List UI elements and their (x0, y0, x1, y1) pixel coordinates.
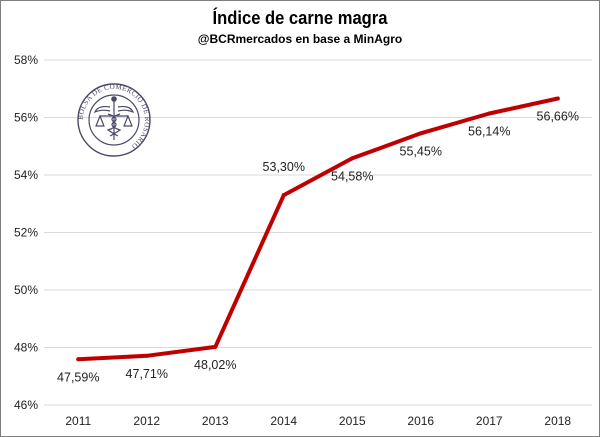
data-point (555, 96, 560, 101)
y-tick-label: 56% (14, 111, 38, 125)
y-tick-label: 50% (14, 283, 38, 297)
data-label: 53,30% (263, 160, 305, 174)
y-tick-label: 54% (14, 168, 38, 182)
data-label: 47,71% (126, 367, 168, 381)
data-label: 47,59% (57, 370, 99, 384)
chart-title: Índice de carne magra (212, 8, 388, 28)
x-axis-tick-labels: 2011 2012 2013 2014 2015 2016 2017 2018 (65, 414, 571, 428)
data-point (350, 156, 355, 161)
y-tick-label: 46% (14, 398, 38, 412)
data-label: 56,66% (537, 110, 579, 124)
data-point (418, 131, 423, 136)
series-line-layer (76, 96, 560, 362)
x-tick-label: 2017 (476, 414, 503, 428)
data-label: 48,02% (194, 358, 236, 372)
x-tick-label: 2015 (339, 414, 366, 428)
series-line (76, 96, 560, 362)
data-labels: 47,59% 47,71% 48,02% 53,30% 54,58% 55,45% 56,1… (57, 110, 579, 385)
data-label: 55,45% (400, 144, 442, 158)
x-tick-label: 2011 (65, 414, 91, 428)
data-point (213, 344, 218, 349)
y-tick-label: 58% (14, 53, 38, 67)
x-tick-label: 2012 (133, 414, 160, 428)
data-point (144, 353, 149, 358)
data-label: 56,14% (468, 124, 510, 138)
data-label: 54,58% (331, 169, 373, 183)
y-tick-label: 52% (14, 226, 38, 240)
bcr-seal-watermark: BOLSA DE COMERCIO DE ROSARIO (77, 83, 151, 157)
x-tick-label: 2018 (544, 414, 571, 428)
gridlines (44, 59, 592, 406)
caduceus-seal-icon (93, 96, 135, 140)
data-point (281, 193, 286, 198)
x-tick-label: 2014 (270, 414, 297, 428)
y-tick-label: 48% (14, 341, 38, 355)
x-tick-label: 2016 (407, 414, 434, 428)
chart-subtitle: @BCRmercados en base a MinAgro (197, 32, 403, 46)
x-tick-label: 2013 (202, 414, 229, 428)
data-point (487, 111, 492, 116)
data-point (76, 357, 81, 362)
y-axis-tick-labels: 46% 48% 50% 52% 54% 56% 58% (14, 53, 38, 412)
